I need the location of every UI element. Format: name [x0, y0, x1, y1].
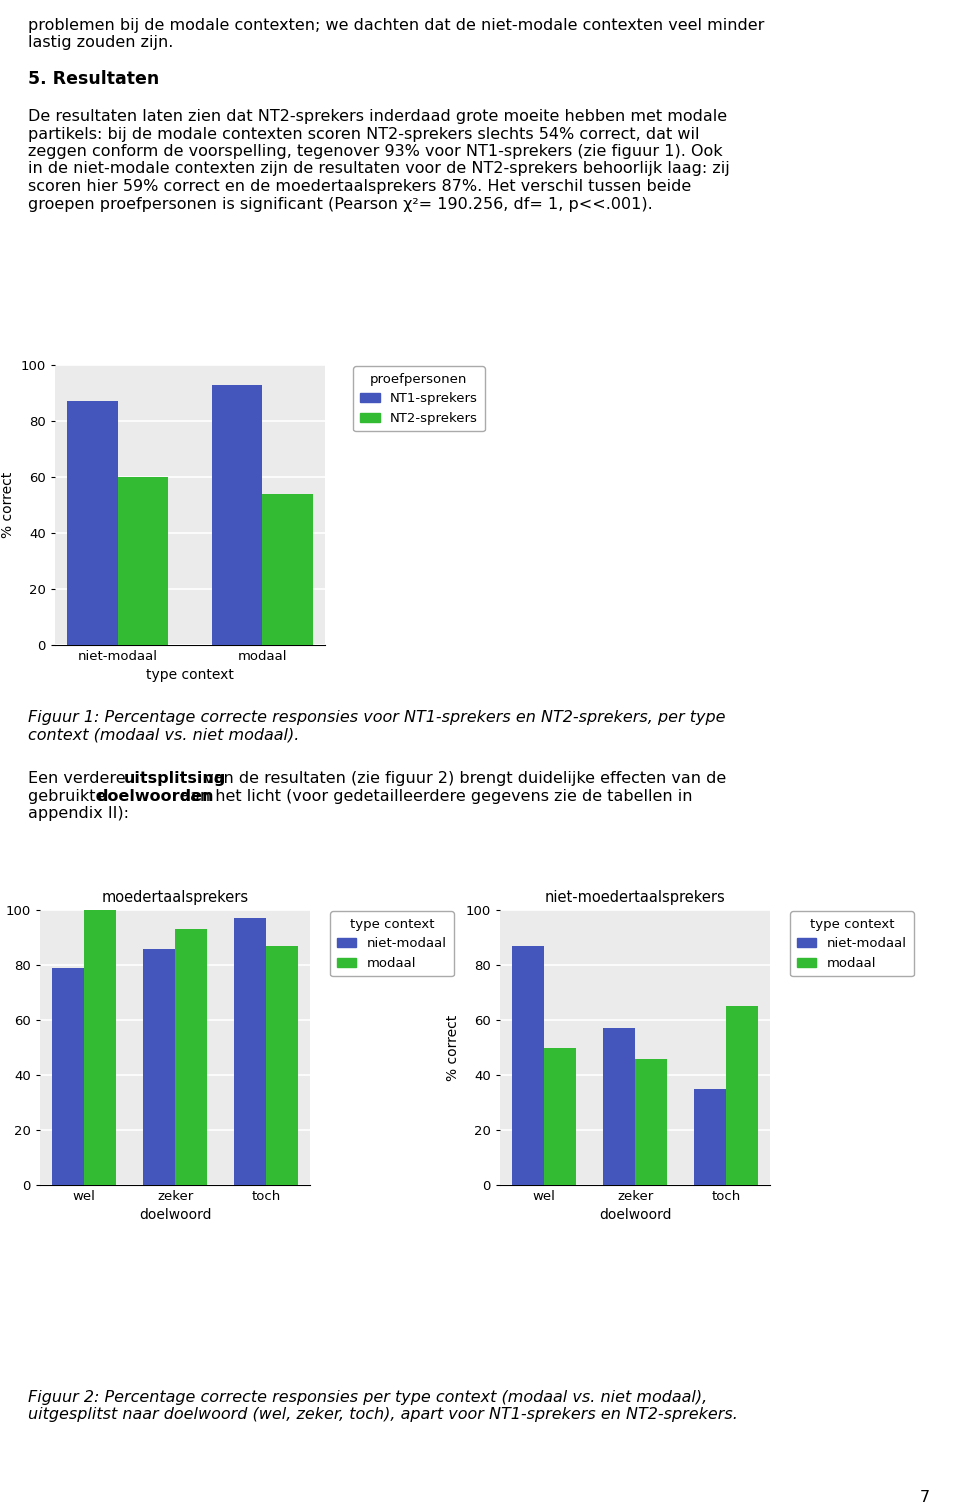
Bar	[175, 929, 206, 1185]
Text: uitsplitsing: uitsplitsing	[124, 771, 227, 786]
Text: van de resultaten (zie figuur 2) brengt duidelijke effecten van de: van de resultaten (zie figuur 2) brengt …	[199, 771, 727, 786]
Text: Een verdere: Een verdere	[28, 771, 131, 786]
Bar	[603, 1028, 635, 1185]
Bar	[513, 946, 544, 1185]
Text: 7: 7	[920, 1490, 930, 1505]
Text: partikels: bij de modale contexten scoren NT2-sprekers slechts 54% correct, dat : partikels: bij de modale contexten score…	[28, 127, 700, 142]
Text: scoren hier 59% correct en de moedertaalsprekers 87%. Het verschil tussen beide: scoren hier 59% correct en de moedertaal…	[28, 179, 691, 195]
Bar	[262, 493, 313, 645]
Text: groepen proefpersonen is significant (Pearson χ²= 190.256, df= 1, p<<.001).: groepen proefpersonen is significant (Pe…	[28, 196, 653, 211]
Text: context (modaal vs. niet modaal).: context (modaal vs. niet modaal).	[28, 727, 300, 742]
X-axis label: type context: type context	[146, 668, 234, 683]
X-axis label: doelwoord: doelwoord	[599, 1208, 671, 1223]
Text: appendix II):: appendix II):	[28, 807, 129, 822]
Text: gebruikte: gebruikte	[28, 789, 110, 804]
Title: moedertaalsprekers: moedertaalsprekers	[102, 890, 249, 905]
Text: in de niet-modale contexten zijn de resultaten voor de NT2-sprekers behoorlijk l: in de niet-modale contexten zijn de resu…	[28, 161, 730, 176]
Text: doelwoorden: doelwoorden	[96, 789, 213, 804]
Text: lastig zouden zijn.: lastig zouden zijn.	[28, 36, 174, 50]
Text: problemen bij de modale contexten; we dachten dat de niet-modale contexten veel : problemen bij de modale contexten; we da…	[28, 18, 764, 33]
Bar	[67, 401, 118, 645]
Text: Figuur 1: Percentage correcte responsies voor NT1-sprekers en NT2-sprekers, per : Figuur 1: Percentage correcte responsies…	[28, 710, 726, 725]
Text: aan het licht (voor gedetailleerdere gegevens zie de tabellen in: aan het licht (voor gedetailleerdere geg…	[175, 789, 692, 804]
Text: zeggen conform de voorspelling, tegenover 93% voor NT1-sprekers (zie figuur 1). : zeggen conform de voorspelling, tegenove…	[28, 143, 723, 158]
Bar	[234, 918, 266, 1185]
Bar	[143, 949, 175, 1185]
Title: niet-moedertaalsprekers: niet-moedertaalsprekers	[544, 890, 726, 905]
Legend: niet-modaal, modaal: niet-modaal, modaal	[790, 911, 914, 977]
Text: uitgesplitst naar doelwoord (wel, zeker, toch), apart voor NT1-sprekers en NT2-s: uitgesplitst naar doelwoord (wel, zeker,…	[28, 1407, 738, 1422]
Text: Figuur 2: Percentage correcte responsies per type context (modaal vs. niet modaa: Figuur 2: Percentage correcte responsies…	[28, 1390, 708, 1405]
Y-axis label: % correct: % correct	[446, 1015, 460, 1081]
Legend: NT1-sprekers, NT2-sprekers: NT1-sprekers, NT2-sprekers	[353, 366, 485, 431]
Bar	[118, 477, 168, 645]
Bar	[84, 909, 116, 1185]
Legend: niet-modaal, modaal: niet-modaal, modaal	[330, 911, 454, 977]
Text: De resultaten laten zien dat NT2-sprekers inderdaad grote moeite hebben met moda: De resultaten laten zien dat NT2-spreker…	[28, 109, 727, 124]
Bar	[211, 385, 262, 645]
Bar	[694, 1089, 726, 1185]
Bar	[726, 1006, 757, 1185]
Bar	[544, 1048, 576, 1185]
Bar	[635, 1059, 667, 1185]
Text: 5. Resultaten: 5. Resultaten	[28, 71, 159, 89]
Y-axis label: % correct: % correct	[1, 472, 15, 538]
Bar	[52, 968, 84, 1185]
X-axis label: doelwoord: doelwoord	[139, 1208, 211, 1223]
Bar	[266, 946, 298, 1185]
